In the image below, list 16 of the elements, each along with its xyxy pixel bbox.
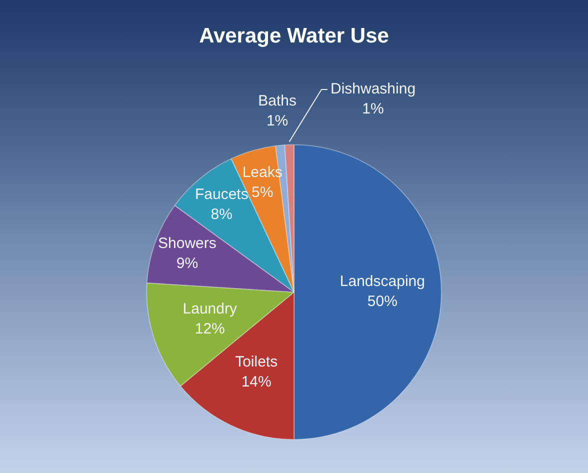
data-label: 5% (251, 184, 274, 202)
data-label: 50% (367, 293, 398, 310)
slice-label: Showers (158, 234, 216, 252)
slice-label: Laundry (182, 300, 238, 318)
slice-label: Baths (258, 92, 296, 110)
data-label: 9% (176, 254, 198, 272)
data-label: 8% (210, 206, 232, 223)
slice-label: Toilets (235, 353, 278, 370)
data-label: 1% (266, 112, 288, 130)
slice-label: Dishwashing (330, 80, 416, 98)
slice-label: Landscaping (340, 273, 425, 290)
data-label: 1% (362, 100, 384, 118)
chart-title: Average Water Use (199, 24, 389, 48)
data-label: 12% (194, 320, 225, 338)
slice-label: Faucets (194, 186, 248, 203)
data-label: 14% (241, 373, 272, 390)
